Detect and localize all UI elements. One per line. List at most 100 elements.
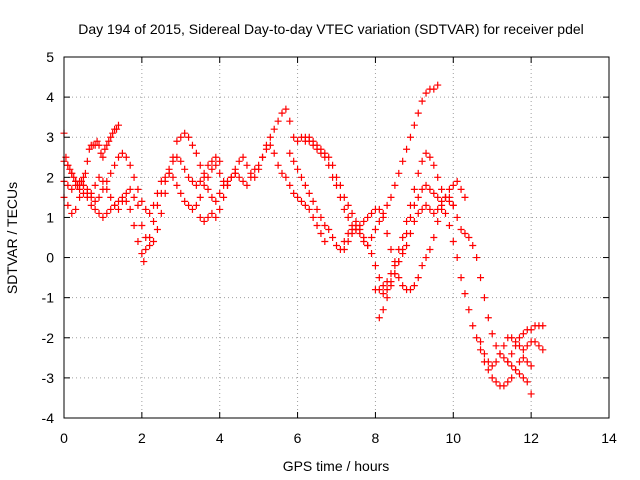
x-tick-label: 0 bbox=[60, 430, 68, 446]
data-point bbox=[371, 262, 379, 270]
data-point bbox=[375, 205, 383, 213]
data-point bbox=[196, 193, 204, 201]
data-point bbox=[91, 205, 99, 213]
data-point bbox=[457, 274, 465, 282]
data-point bbox=[122, 153, 130, 161]
data-point bbox=[469, 322, 477, 330]
data-point bbox=[414, 274, 422, 282]
data-point bbox=[208, 165, 216, 173]
points-layer bbox=[60, 81, 547, 398]
data-point bbox=[333, 242, 340, 250]
data-point bbox=[379, 282, 387, 290]
data-point bbox=[185, 133, 193, 141]
data-point bbox=[515, 334, 523, 342]
data-point bbox=[418, 157, 426, 165]
series-satellite-track-4 bbox=[60, 141, 329, 246]
data-point bbox=[79, 173, 87, 181]
data-point bbox=[68, 209, 76, 217]
series-satellite-track-7 bbox=[301, 133, 457, 290]
data-point bbox=[488, 374, 496, 382]
data-point bbox=[406, 213, 414, 221]
data-point bbox=[169, 157, 177, 165]
data-point bbox=[290, 189, 298, 197]
data-point bbox=[492, 358, 500, 366]
data-point bbox=[70, 173, 78, 181]
data-point bbox=[208, 209, 216, 217]
data-point bbox=[138, 250, 146, 258]
data-point bbox=[348, 209, 356, 217]
data-point bbox=[130, 173, 138, 181]
data-point bbox=[150, 201, 158, 209]
data-point bbox=[531, 338, 539, 346]
data-point bbox=[99, 185, 107, 193]
data-point bbox=[442, 209, 449, 217]
data-point bbox=[146, 234, 154, 241]
data-point bbox=[434, 217, 442, 225]
data-point bbox=[422, 201, 430, 209]
series-satellite-track-1 bbox=[60, 121, 122, 189]
data-point bbox=[465, 306, 473, 314]
data-point bbox=[508, 334, 516, 342]
data-point bbox=[134, 185, 142, 193]
data-point bbox=[313, 141, 321, 149]
data-point bbox=[204, 185, 212, 193]
data-point bbox=[512, 366, 520, 374]
data-point bbox=[76, 193, 84, 201]
data-point bbox=[434, 193, 442, 201]
data-point bbox=[340, 193, 348, 201]
data-point bbox=[317, 213, 325, 221]
data-point bbox=[449, 201, 457, 209]
data-point bbox=[336, 181, 344, 189]
data-point bbox=[76, 185, 84, 193]
data-point bbox=[95, 173, 103, 181]
data-point bbox=[379, 306, 387, 314]
data-point bbox=[313, 205, 321, 213]
data-point bbox=[465, 234, 473, 241]
x-tick-label: 6 bbox=[294, 430, 302, 446]
data-point bbox=[200, 217, 208, 225]
data-point bbox=[430, 234, 438, 241]
data-point bbox=[519, 374, 527, 382]
data-point bbox=[375, 286, 383, 294]
data-point bbox=[410, 121, 418, 129]
data-point bbox=[301, 137, 309, 145]
data-point bbox=[375, 217, 383, 225]
data-point bbox=[99, 153, 107, 161]
data-point bbox=[539, 346, 547, 354]
data-point bbox=[165, 169, 173, 177]
data-point bbox=[118, 149, 126, 157]
data-point bbox=[426, 205, 434, 213]
data-point bbox=[297, 173, 305, 181]
data-point bbox=[126, 205, 134, 213]
data-point bbox=[410, 185, 418, 193]
data-point bbox=[262, 141, 270, 149]
data-point bbox=[399, 282, 407, 290]
x-axis-label: GPS time / hours bbox=[283, 458, 390, 474]
data-point bbox=[134, 238, 142, 246]
data-point bbox=[457, 225, 465, 233]
data-point bbox=[83, 189, 91, 197]
data-point bbox=[111, 201, 119, 209]
data-point bbox=[192, 201, 200, 209]
data-point bbox=[208, 157, 216, 165]
series-satellite-track-3 bbox=[60, 153, 224, 266]
data-point bbox=[200, 181, 208, 189]
data-point bbox=[508, 362, 516, 370]
data-point bbox=[204, 173, 212, 181]
data-point bbox=[212, 213, 220, 221]
y-tick-label: 1 bbox=[46, 209, 54, 225]
data-point bbox=[434, 173, 442, 181]
data-point bbox=[321, 149, 329, 157]
data-point bbox=[181, 165, 189, 173]
data-point bbox=[115, 121, 122, 129]
data-point bbox=[113, 125, 121, 133]
data-point bbox=[173, 153, 181, 161]
plot-frame bbox=[63, 56, 610, 419]
data-point bbox=[418, 185, 426, 193]
data-point bbox=[224, 181, 231, 189]
data-point bbox=[410, 217, 418, 225]
data-point bbox=[81, 169, 89, 177]
data-point bbox=[395, 258, 403, 266]
data-point bbox=[220, 177, 228, 185]
y-tick-label: 4 bbox=[46, 89, 54, 105]
